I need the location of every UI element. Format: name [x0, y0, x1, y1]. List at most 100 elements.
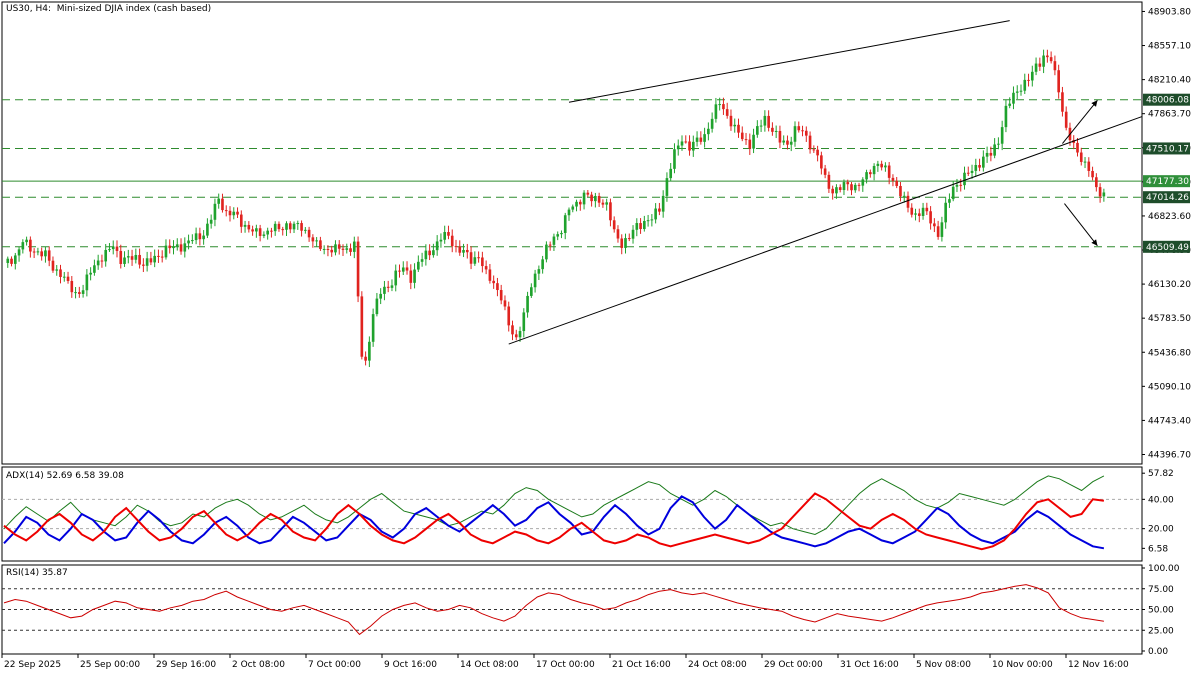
candle-body	[567, 209, 571, 216]
candle-body	[417, 261, 420, 270]
candle-body	[545, 244, 548, 260]
candle-body	[737, 124, 740, 133]
candle-body	[55, 269, 59, 271]
candle-body	[119, 250, 123, 264]
candle-body	[360, 296, 364, 357]
candle-body	[115, 246, 119, 251]
candle-body	[473, 257, 477, 264]
candle-body	[390, 285, 394, 288]
candle-body	[194, 233, 198, 241]
candle-body	[838, 187, 842, 191]
candle-body	[492, 280, 495, 284]
candle-body	[797, 126, 801, 131]
candle-body	[827, 174, 831, 189]
candle-body	[522, 312, 526, 332]
candle-body	[96, 260, 100, 266]
candle-body	[209, 219, 213, 224]
price-tick-label: 48903.80	[1148, 7, 1191, 17]
candle-body	[808, 135, 812, 150]
channel-lower-line	[508, 146, 1059, 345]
candle-body	[1000, 127, 1004, 144]
level-badge-label: 47014.26	[1146, 193, 1189, 203]
candle-body	[183, 243, 187, 252]
candle-body	[1057, 70, 1060, 93]
price-tick-label: 45436.80	[1148, 348, 1191, 358]
candle-body	[413, 269, 416, 283]
candle-body	[405, 267, 409, 271]
candle-body	[1038, 63, 1042, 67]
candle-body	[658, 208, 661, 212]
candle-body	[884, 165, 887, 168]
candle-body	[597, 195, 601, 203]
price-tick-label: 48210.40	[1148, 76, 1191, 86]
candle-body	[684, 141, 688, 143]
candle-body	[914, 213, 917, 215]
candle-body	[375, 298, 379, 315]
candle-body	[654, 208, 657, 220]
candle-body	[202, 235, 205, 240]
candle-body	[258, 228, 262, 236]
candle-body	[669, 168, 673, 179]
rsi-tick-label: 50.00	[1148, 606, 1174, 616]
candle-body	[1091, 170, 1094, 178]
adx-pane-frame	[1, 466, 1143, 562]
level-badge-label: 48006.08	[1146, 96, 1189, 106]
candle-body	[349, 248, 352, 252]
candle-body	[771, 127, 774, 132]
candle-body	[823, 168, 827, 175]
candle-body	[1012, 92, 1015, 104]
chart-title: US30, H4: Mini-sized DJIA index (cash ba…	[6, 4, 212, 14]
candle-body	[213, 203, 217, 220]
candle-body	[1076, 142, 1079, 153]
adx-series-0-line	[3, 475, 1105, 536]
candle-body	[307, 229, 311, 238]
candle-body	[206, 223, 209, 236]
level-badge	[1143, 240, 1190, 253]
candle-body	[1095, 177, 1098, 188]
candle-body	[172, 246, 175, 249]
candle-body	[288, 223, 292, 230]
candle-body	[191, 240, 194, 242]
x-tick-label: 24 Oct 08:00	[688, 660, 747, 670]
candle-body	[793, 126, 797, 142]
candle-body	[1061, 92, 1064, 112]
candle-body	[1019, 90, 1023, 92]
candle-body	[530, 287, 533, 296]
candle-body	[571, 206, 575, 210]
candle-body	[902, 195, 906, 197]
candle-body	[594, 195, 597, 202]
candle-body	[32, 251, 36, 253]
candle-body	[688, 141, 691, 151]
candle-body	[296, 223, 300, 225]
rsi-label: RSI(14) 35.87	[6, 568, 68, 578]
candle-body	[217, 198, 221, 204]
candle-body	[435, 241, 439, 251]
candle-body	[1064, 111, 1068, 128]
level-badge-label: 46509.49	[1146, 243, 1189, 253]
candle-body	[70, 280, 74, 293]
candle-body	[872, 165, 876, 175]
candle-body	[462, 249, 465, 253]
candle-body	[887, 165, 891, 178]
x-tick-label: 25 Sep 00:00	[80, 660, 140, 670]
candle-body	[789, 141, 793, 145]
candle-body	[740, 132, 744, 140]
candle-body	[906, 195, 910, 208]
candle-body	[601, 202, 605, 205]
candle-body	[1015, 91, 1019, 93]
candle-body	[563, 215, 567, 233]
candle-body	[627, 238, 631, 240]
candle-body	[729, 115, 733, 127]
candle-body	[108, 249, 111, 251]
candle-body	[1049, 57, 1053, 62]
channel-lower-extension	[1058, 116, 1143, 147]
price-tick-label: 47863.70	[1148, 110, 1191, 120]
price-pane-frame	[1, 1, 1143, 465]
candle-body	[616, 229, 620, 239]
rsi-tick-label: 100.00	[1148, 564, 1180, 574]
candle-body	[447, 232, 450, 236]
candle-body	[842, 182, 846, 191]
candle-body	[782, 140, 786, 143]
candle-body	[409, 270, 413, 283]
